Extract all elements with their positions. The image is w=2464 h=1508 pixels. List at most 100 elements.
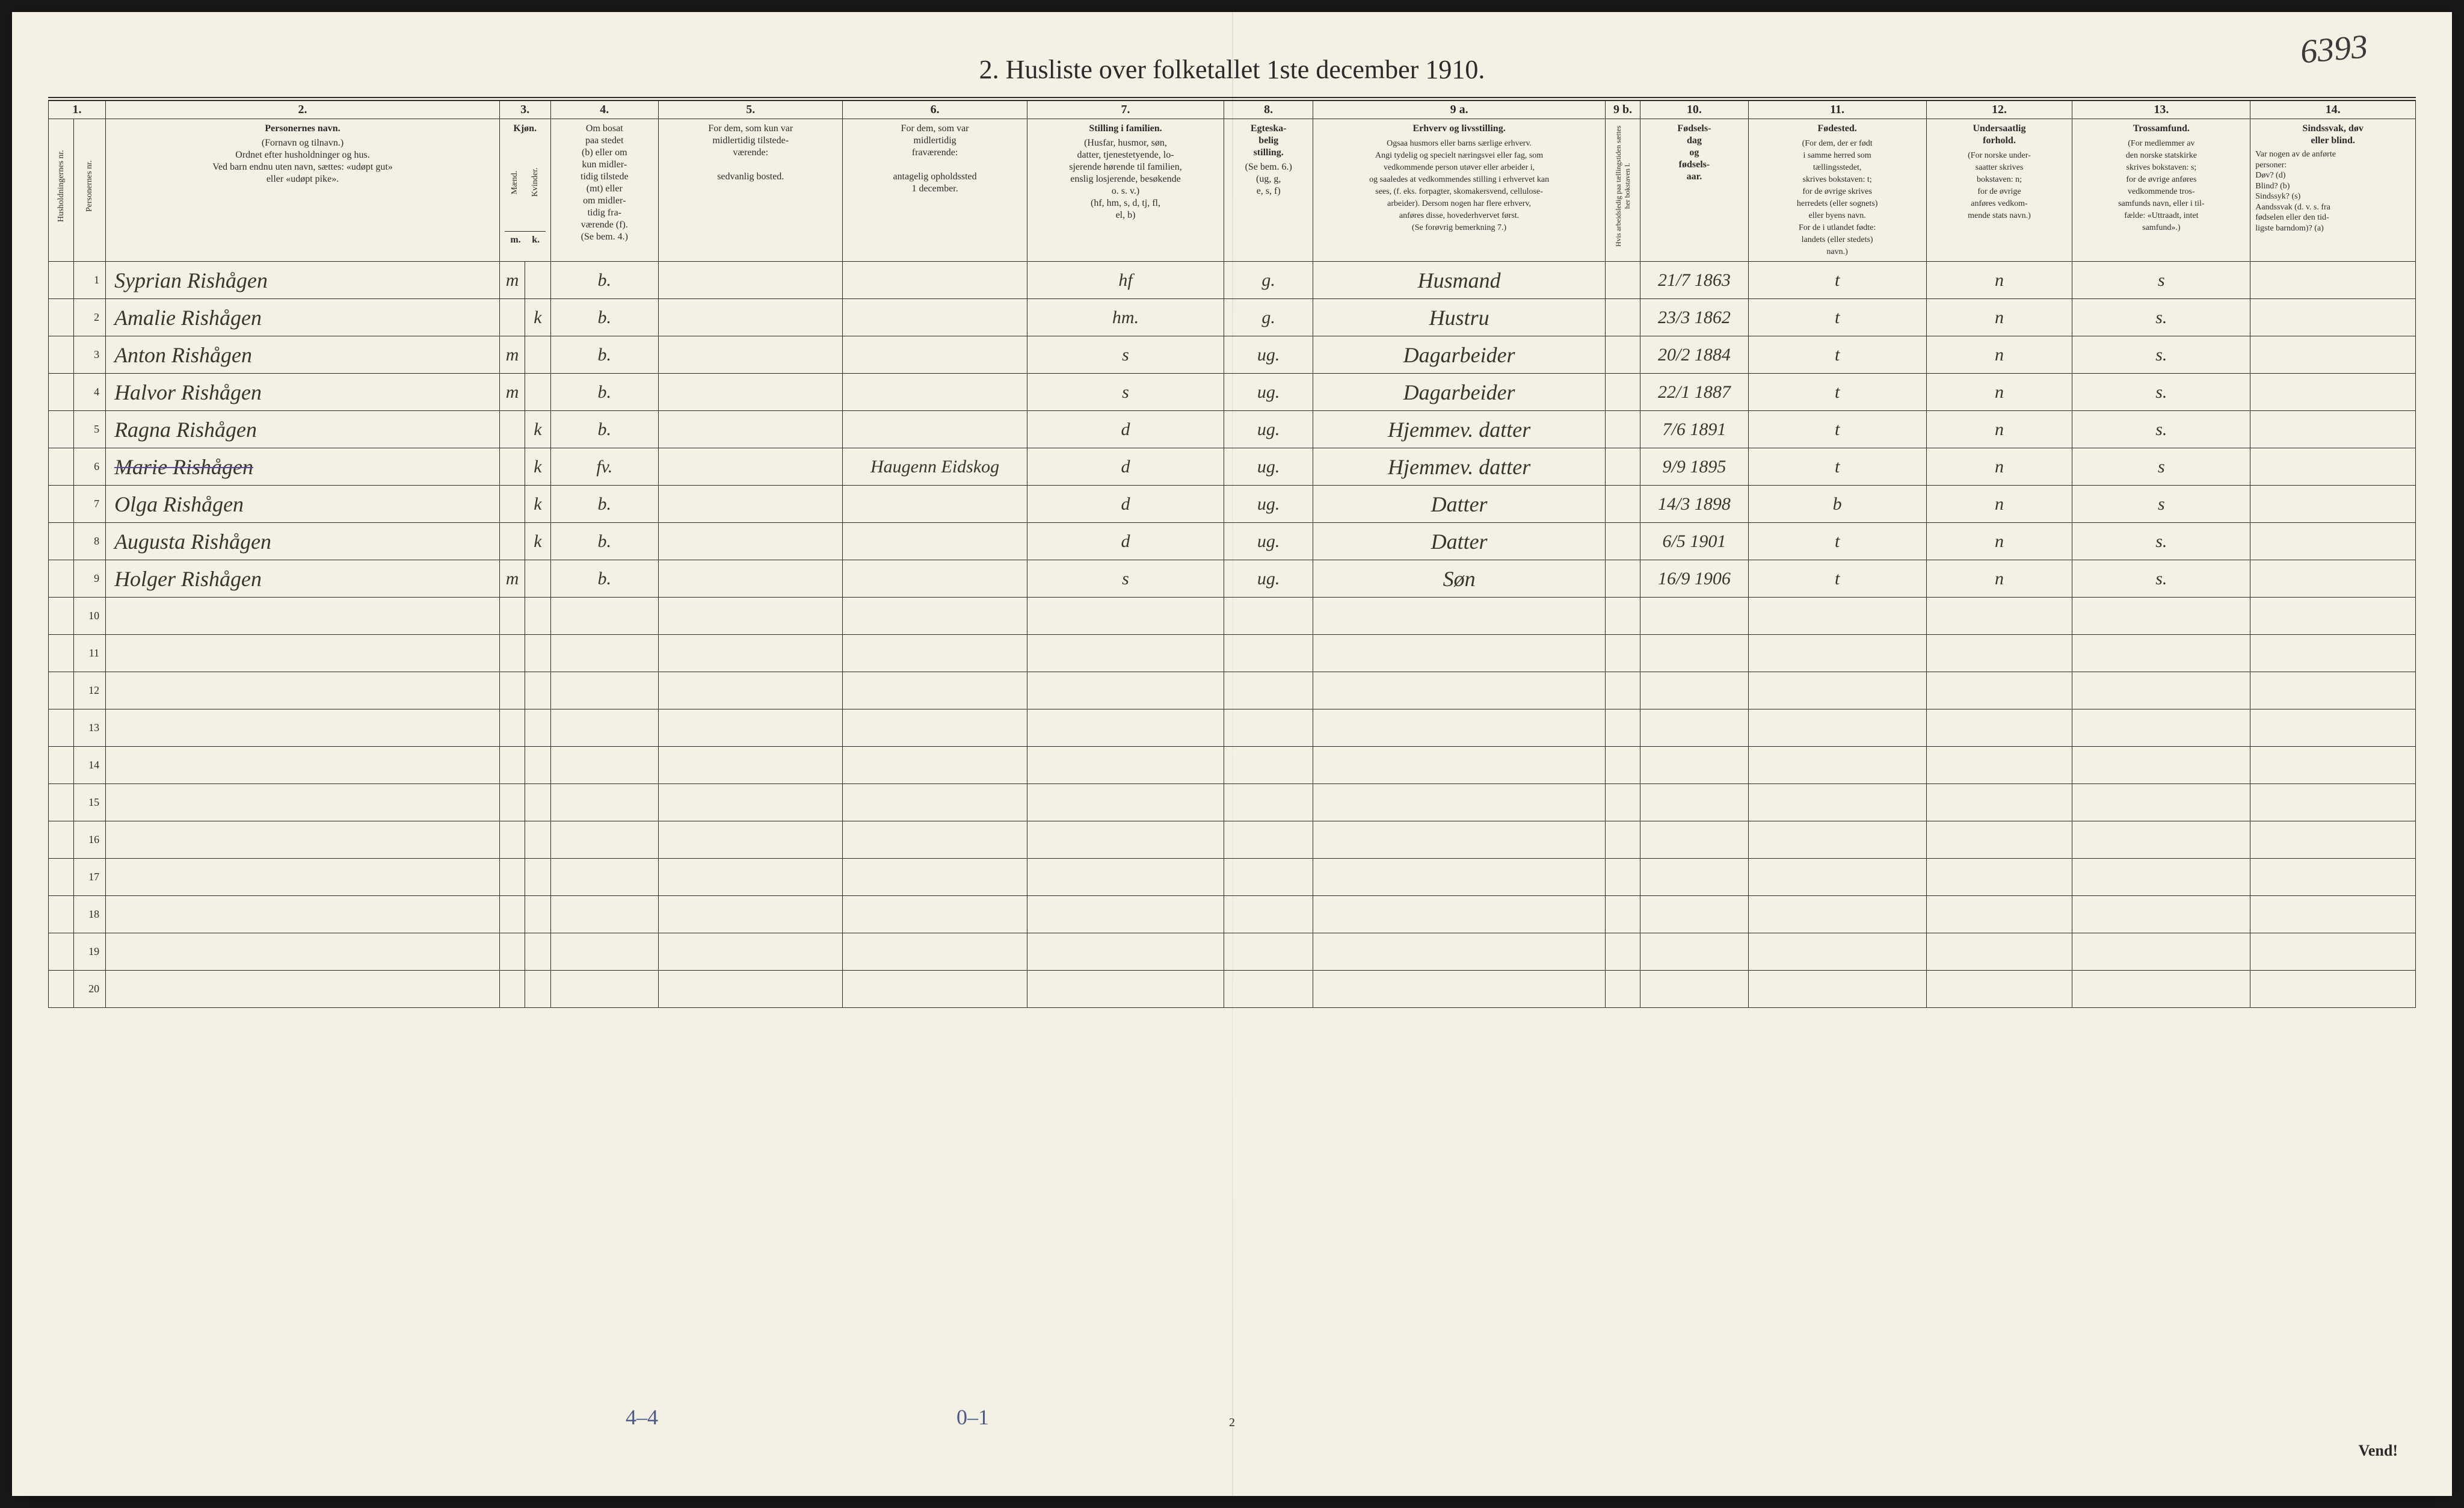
c6-cell — [843, 486, 1027, 523]
c5-cell — [659, 598, 843, 635]
occupation-cell: Hustru — [1313, 299, 1606, 336]
residence-cell — [550, 859, 659, 896]
name-cell — [106, 635, 500, 672]
birthdate-cell: 21/7 1863 — [1640, 262, 1749, 299]
family-position-cell — [1027, 971, 1224, 1008]
household-num-cell — [49, 374, 74, 411]
birthplace-cell: t — [1748, 560, 1926, 598]
occupation-cell — [1313, 635, 1606, 672]
marital-cell — [1224, 933, 1313, 971]
sex-k-cell — [525, 374, 550, 411]
c9b-cell — [1606, 896, 1640, 933]
disability-cell — [2250, 784, 2416, 821]
nationality-cell — [1926, 598, 2072, 635]
birthdate-cell — [1640, 709, 1749, 747]
name-cell: Amalie Rishågen — [106, 299, 500, 336]
sex-m-cell — [500, 411, 525, 448]
colnum-7: 7. — [1027, 101, 1224, 119]
col4-header: Om bosat paa stedet (b) eller om kun mid… — [550, 119, 659, 262]
c6-cell — [843, 672, 1027, 709]
household-num-cell — [49, 821, 74, 859]
religion-cell: s — [2072, 448, 2250, 486]
family-position-cell: d — [1027, 523, 1224, 560]
c6-cell — [843, 299, 1027, 336]
sex-m-cell: m — [500, 262, 525, 299]
c6-cell — [843, 560, 1027, 598]
family-position-cell — [1027, 896, 1224, 933]
nationality-cell: n — [1926, 560, 2072, 598]
disability-cell — [2250, 821, 2416, 859]
colnum-4: 4. — [550, 101, 659, 119]
residence-cell: b. — [550, 486, 659, 523]
sex-k-cell — [525, 336, 550, 374]
residence-cell — [550, 971, 659, 1008]
person-num-cell: 13 — [74, 709, 106, 747]
name-cell — [106, 821, 500, 859]
sex-k-cell: k — [525, 448, 550, 486]
c5-cell — [659, 672, 843, 709]
sex-m-cell — [500, 672, 525, 709]
c9b-cell — [1606, 784, 1640, 821]
name-cell — [106, 784, 500, 821]
birthdate-cell — [1640, 672, 1749, 709]
religion-cell: s. — [2072, 374, 2250, 411]
birthdate-cell: 9/9 1895 — [1640, 448, 1749, 486]
colnum-2: 2. — [106, 101, 500, 119]
col6-header: For dem, som var midlertidig fraværende:… — [843, 119, 1027, 262]
name-cell — [106, 896, 500, 933]
c5-cell — [659, 747, 843, 784]
disability-cell — [2250, 635, 2416, 672]
c9b-cell — [1606, 933, 1640, 971]
sex-m-cell — [500, 747, 525, 784]
sex-k-cell — [525, 747, 550, 784]
residence-cell — [550, 784, 659, 821]
c6-cell — [843, 859, 1027, 896]
page-number: 2 — [1229, 1416, 1235, 1430]
c5-cell — [659, 896, 843, 933]
residence-cell: b. — [550, 560, 659, 598]
c9b-cell — [1606, 598, 1640, 635]
col2-header: Personernes navn. (Fornavn og tilnavn.) … — [106, 119, 500, 262]
colnum-6: 6. — [843, 101, 1027, 119]
c6-cell — [843, 374, 1027, 411]
disability-cell — [2250, 709, 2416, 747]
birthdate-cell: 7/6 1891 — [1640, 411, 1749, 448]
nationality-cell: n — [1926, 299, 2072, 336]
c6-cell — [843, 523, 1027, 560]
household-num-cell — [49, 336, 74, 374]
c9b-cell — [1606, 672, 1640, 709]
religion-cell: s. — [2072, 336, 2250, 374]
family-position-cell: hf — [1027, 262, 1224, 299]
birthplace-cell — [1748, 896, 1926, 933]
c6-cell — [843, 821, 1027, 859]
marital-cell: ug. — [1224, 560, 1313, 598]
nationality-cell — [1926, 821, 2072, 859]
birthplace-cell: t — [1748, 336, 1926, 374]
sex-k-cell: k — [525, 411, 550, 448]
col14-header: Sindssvak, døv eller blind. Var nogen av… — [2250, 119, 2416, 262]
c9b-cell — [1606, 821, 1640, 859]
residence-cell — [550, 598, 659, 635]
sex-k-cell — [525, 598, 550, 635]
nationality-cell: n — [1926, 448, 2072, 486]
c5-cell — [659, 299, 843, 336]
sex-m-cell — [500, 486, 525, 523]
c6-cell — [843, 896, 1027, 933]
c6-cell — [843, 971, 1027, 1008]
religion-cell — [2072, 709, 2250, 747]
c5-cell — [659, 523, 843, 560]
birthplace-cell: t — [1748, 448, 1926, 486]
disability-cell — [2250, 262, 2416, 299]
sex-k-cell: k — [525, 299, 550, 336]
marital-cell — [1224, 709, 1313, 747]
c5-cell — [659, 635, 843, 672]
c6-cell — [843, 336, 1027, 374]
religion-cell — [2072, 971, 2250, 1008]
birthdate-cell — [1640, 635, 1749, 672]
sex-m-cell — [500, 709, 525, 747]
religion-cell — [2072, 859, 2250, 896]
marital-cell: ug. — [1224, 448, 1313, 486]
sex-k-cell — [525, 859, 550, 896]
sex-m-cell — [500, 448, 525, 486]
colnum-1: 1. — [49, 101, 106, 119]
